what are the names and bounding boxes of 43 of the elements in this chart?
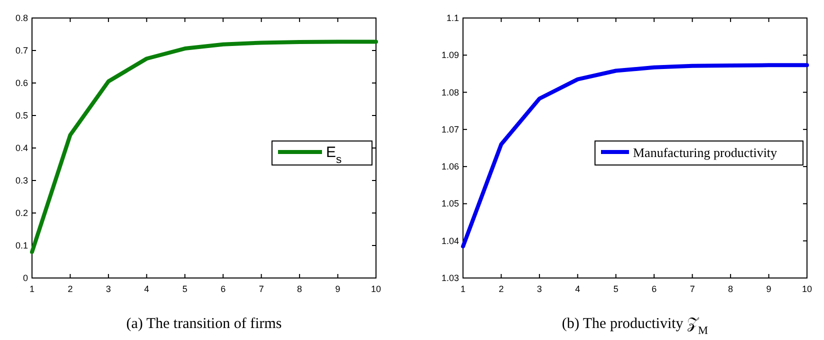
x-tick-label: 4 [575,284,580,294]
y-tick-label: 0.4 [15,143,28,153]
y-tick-label: 1.07 [441,124,459,134]
x-tick-label: 3 [536,284,542,294]
y-tick-label: 1.1 [446,13,459,23]
x-tick-label: 4 [144,284,150,294]
y-tick-label: 1.03 [441,273,459,283]
x-tick-label: 7 [258,284,264,294]
x-tick-label: 8 [728,284,734,294]
x-tick-label: 6 [220,284,226,294]
y-tick-label: 0.8 [15,13,28,23]
y-tick-label: 0.6 [15,78,28,88]
x-tick-label: 7 [690,284,695,294]
x-axis-title: (b) The productivity 𝒵$_{M}$ [562,316,708,337]
y-tick-label: 0.1 [15,240,28,250]
line-series [30,40,378,254]
y-tick-label: 1.04 [441,236,459,246]
x-tick-label: 3 [106,284,111,294]
line-series [461,63,809,248]
x-tick-label: 5 [613,284,618,294]
y-tick-label: 0.5 [15,110,28,120]
x-tick-label: 1 [29,284,35,294]
x-tick-label: 9 [335,284,340,294]
y-tick-label: 0.3 [15,176,28,186]
x-tick-label: 10 [370,284,382,294]
x-axis-title: (a) The transition of firms [126,316,282,332]
legend-label: Manufacturing productivity [633,145,778,160]
x-tick-label: 5 [182,284,188,294]
x-tick-label: 2 [68,284,73,294]
y-tick-label: 1.05 [441,198,459,209]
y-tick-label: 0.7 [15,46,28,56]
y-tick-label: 1.09 [441,50,459,60]
y-tick-label: 0 [22,273,28,283]
x-tick-label: 10 [802,284,812,294]
x-tick-label: 1 [460,284,466,294]
x-tick-label: 9 [766,284,772,294]
y-tick-label: 0.2 [15,208,28,218]
x-tick-label: 8 [297,284,302,294]
y-tick-label: 1.06 [441,162,459,172]
x-tick-label: 2 [498,284,504,294]
x-tick-label: 6 [652,284,657,294]
y-tick-label: 1.08 [441,87,459,98]
legend-label: E$_{s}$ [326,144,342,166]
